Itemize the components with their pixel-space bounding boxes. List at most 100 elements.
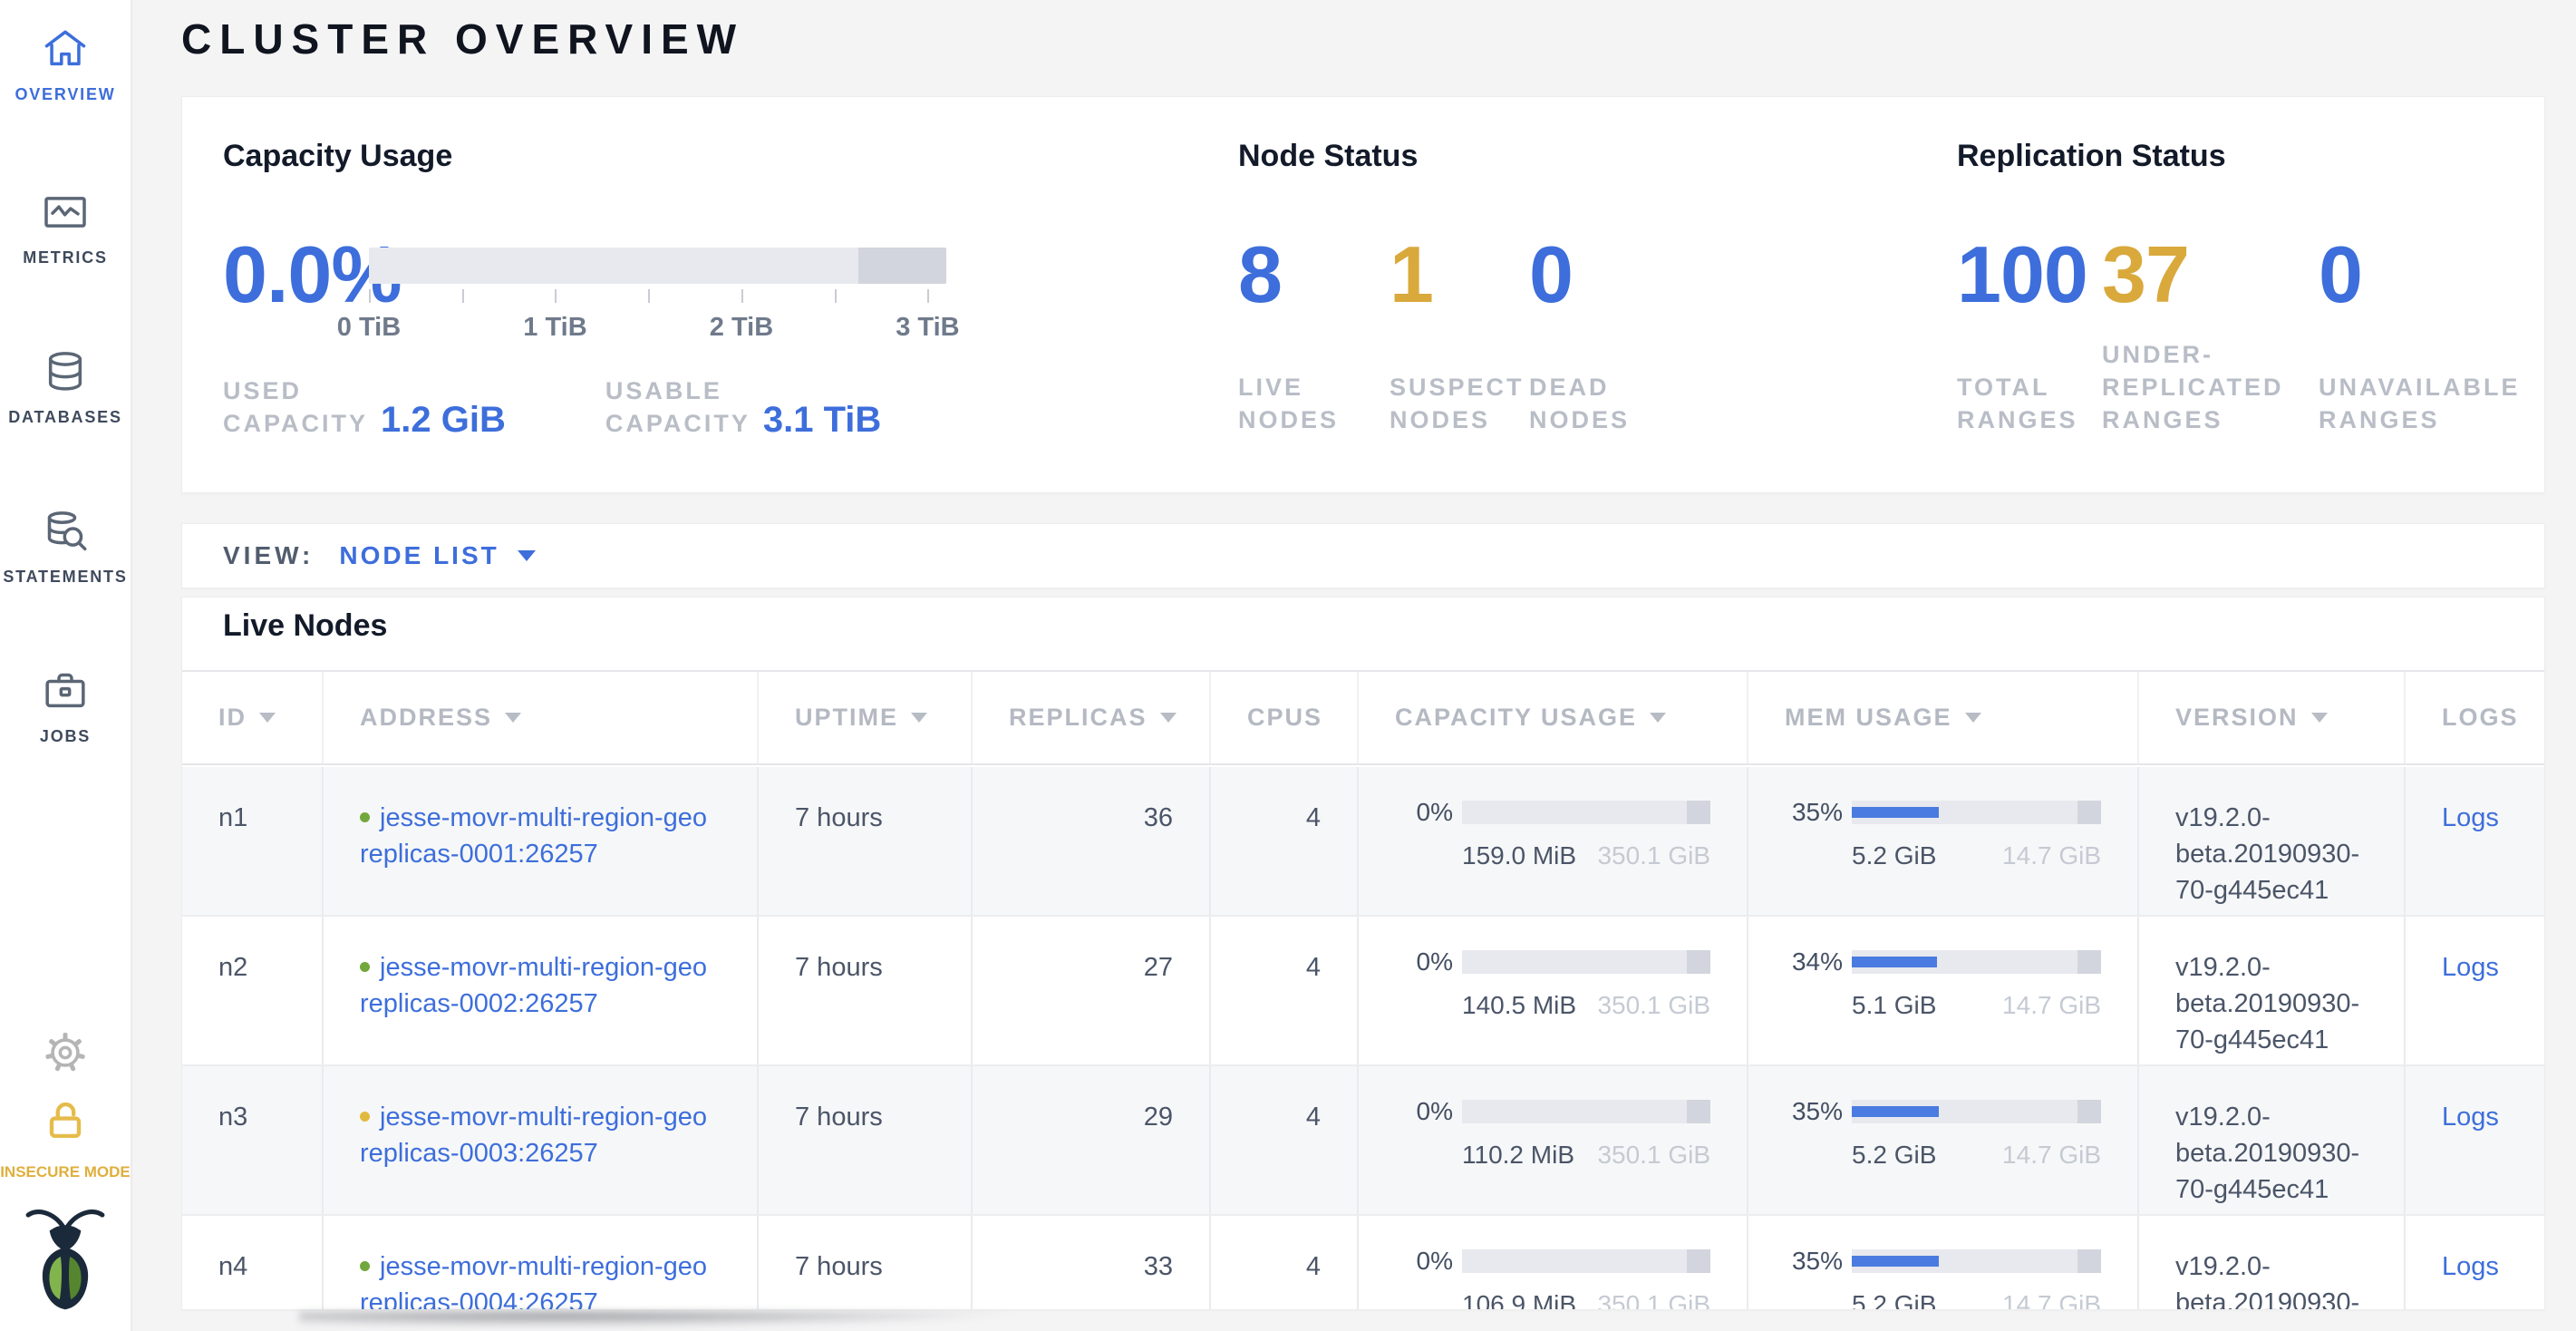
node-address-link[interactable]: jesse-movr-multi-region-geo replicas-000… <box>360 953 707 1018</box>
view-dropdown[interactable]: NODE LIST <box>339 541 499 569</box>
sort-arrow-icon <box>1964 713 1981 723</box>
replication-status-section: Replication Status 100 TOTAL RANGES 37 U… <box>1957 97 2537 492</box>
node-replicas-cell: 29 <box>971 1066 1209 1214</box>
sidebar-item-databases[interactable]: DATABASES <box>0 346 131 427</box>
view-selector-bar: VIEW: NODE LIST <box>181 523 2545 588</box>
axis-tick <box>461 289 464 303</box>
column-header-replicas[interactable]: REPLICAS <box>971 672 1209 763</box>
sidebar-item-statements[interactable]: STATEMENTS <box>0 506 131 587</box>
node-logs-cell: Logs <box>2404 767 2544 915</box>
node-logs-link[interactable]: Logs <box>2442 1103 2499 1132</box>
node-version-cell: v19.2.0- beta.20190930- 70-g445ec41 <box>2137 917 2404 1064</box>
insecure-mode-label: INSECURE MODE <box>0 1163 131 1180</box>
axis-tick <box>555 289 557 303</box>
axis-tick-label: 1 TiB <box>523 313 587 342</box>
node-address-link[interactable]: jesse-movr-multi-region-geo replicas-000… <box>360 803 707 869</box>
column-header-address[interactable]: ADDRESS <box>322 672 757 763</box>
node-replicas-cell: 33 <box>971 1216 1209 1309</box>
node-uptime-cell: 7 hours <box>757 767 971 915</box>
mem-usage-bar <box>1852 1100 2101 1123</box>
stat-value: 0 <box>1529 229 1574 319</box>
stat-label: USABLE <box>605 377 722 404</box>
section-title: Node Status <box>1238 139 1419 173</box>
node-logs-link[interactable]: Logs <box>2442 1252 2499 1281</box>
column-header-logs: LOGS <box>2404 672 2544 763</box>
column-header-id[interactable]: ID <box>182 672 322 763</box>
gear-icon <box>41 1032 90 1081</box>
axis-tick <box>834 289 837 303</box>
stat-live-nodes: 8 LIVE NODES <box>1238 235 1390 436</box>
cockroachdb-bug-logo <box>0 1199 131 1316</box>
column-header-mem-usage[interactable]: MEM USAGE <box>1747 672 2137 763</box>
node-mem-usage-cell: 35% 5.2 GiB 14.7 GiB <box>1747 767 2137 915</box>
stat-label: SUSPECT <box>1390 374 1525 401</box>
axis-tick <box>369 289 371 303</box>
cluster-summary-card: Capacity Usage 0.0% 0 TiB 1 TiB 2 TiB 3 TiB… <box>181 96 2545 493</box>
sidebar-item-jobs[interactable]: JOBS <box>0 666 131 746</box>
node-uptime-cell: 7 hours <box>757 1066 971 1214</box>
sort-arrow-icon <box>2310 713 2328 723</box>
main-content: CLUSTER OVERVIEW Capacity Usage 0.0% 0 T… <box>181 0 2545 1331</box>
sidebar-item-metrics[interactable]: METRICS <box>0 187 131 267</box>
capacity-usage-chart: 0 TiB 1 TiB 2 TiB 3 TiB <box>337 248 960 349</box>
node-id-cell: n2 <box>218 953 248 982</box>
sidebar-item-overview[interactable]: OVERVIEW <box>0 24 131 104</box>
capacity-usage-bar <box>1462 1249 1710 1273</box>
table-row: n4 jesse-movr-multi-region-geo replicas-… <box>182 1216 2544 1310</box>
node-address-link[interactable]: jesse-movr-multi-region-geo replicas-000… <box>360 1252 707 1310</box>
usable-capacity-stat: USABLE CAPACITY 3.1 TiB <box>605 374 881 440</box>
mem-used-value: 5.2 GiB <box>1852 841 1937 870</box>
capacity-usage-bar <box>1462 1100 1710 1123</box>
node-version-cell: v19.2.0- beta.20190930- 70-g445ec41 <box>2137 767 2404 915</box>
sort-arrow-icon <box>259 713 276 723</box>
node-status-dot <box>360 1112 370 1122</box>
stat-label: REPLICATED <box>2102 374 2284 401</box>
table-row: n2 jesse-movr-multi-region-geo replicas-… <box>182 917 2544 1066</box>
node-version-cell: v19.2.0- beta.20190930- 70-g445ec41 <box>2137 1066 2404 1214</box>
capacity-used-value: 140.5 MiB <box>1462 991 1577 1019</box>
node-status-dot <box>360 1261 370 1271</box>
node-address-link[interactable]: jesse-movr-multi-region-geo replicas-000… <box>360 1103 707 1168</box>
column-header-capacity-usage[interactable]: CAPACITY USAGE <box>1357 672 1747 763</box>
mem-used-value: 5.2 GiB <box>1852 1141 1937 1169</box>
stat-label: NODES <box>1529 406 1631 433</box>
node-status-dot <box>360 962 370 972</box>
section-title: Replication Status <box>1957 139 2226 173</box>
stat-label: USED <box>223 377 303 404</box>
axis-tick <box>927 289 930 303</box>
axis-tick-label: 2 TiB <box>709 313 774 342</box>
node-address-cell: jesse-movr-multi-region-geo replicas-000… <box>322 917 757 1064</box>
sort-arrow-icon <box>911 713 928 723</box>
node-cpus-cell: 4 <box>1209 767 1357 915</box>
page-title: CLUSTER OVERVIEW <box>181 15 745 63</box>
capacity-usage-bar <box>1462 950 1710 974</box>
chevron-down-icon[interactable] <box>517 550 536 561</box>
stat-label: RANGES <box>1957 406 2078 433</box>
capacity-total-value: 350.1 GiB <box>1597 991 1710 1019</box>
mem-used-value: 5.2 GiB <box>1852 1290 1937 1310</box>
mem-usage-bar <box>1852 801 2101 824</box>
section-title: Capacity Usage <box>223 139 453 173</box>
node-address-cell: jesse-movr-multi-region-geo replicas-000… <box>322 1216 757 1310</box>
unlock-icon <box>39 1102 92 1150</box>
sort-arrow-icon <box>1650 713 1667 723</box>
settings-button[interactable] <box>0 1028 131 1082</box>
sort-arrow-icon <box>1159 713 1177 723</box>
table-header-row: ID ADDRESS UPTIME REPLICAS CPUS CAPACITY… <box>182 670 2544 765</box>
mem-total-value: 14.7 GiB <box>2002 1141 2101 1169</box>
stat-value: 0 <box>2319 229 2363 319</box>
node-id-cell: n3 <box>218 1103 248 1132</box>
sidebar-item-label: METRICS <box>23 248 108 267</box>
stat-unavailable-ranges: 0 UNAVAILABLE RANGES <box>2319 235 2521 436</box>
stat-label: UNAVAILABLE <box>2319 374 2521 401</box>
node-logs-link[interactable]: Logs <box>2442 953 2499 982</box>
stat-value: 37 <box>2102 229 2190 319</box>
database-search-icon <box>0 506 131 557</box>
column-header-uptime[interactable]: UPTIME <box>757 672 971 763</box>
node-status-dot <box>360 812 370 822</box>
node-replicas-cell: 36 <box>971 767 1209 915</box>
node-logs-link[interactable]: Logs <box>2442 803 2499 832</box>
capacity-usage-section: Capacity Usage 0.0% 0 TiB 1 TiB 2 TiB 3 TiB… <box>223 97 1193 492</box>
column-header-version[interactable]: VERSION <box>2137 672 2404 763</box>
mem-total-value: 14.7 GiB <box>2002 1290 2101 1310</box>
